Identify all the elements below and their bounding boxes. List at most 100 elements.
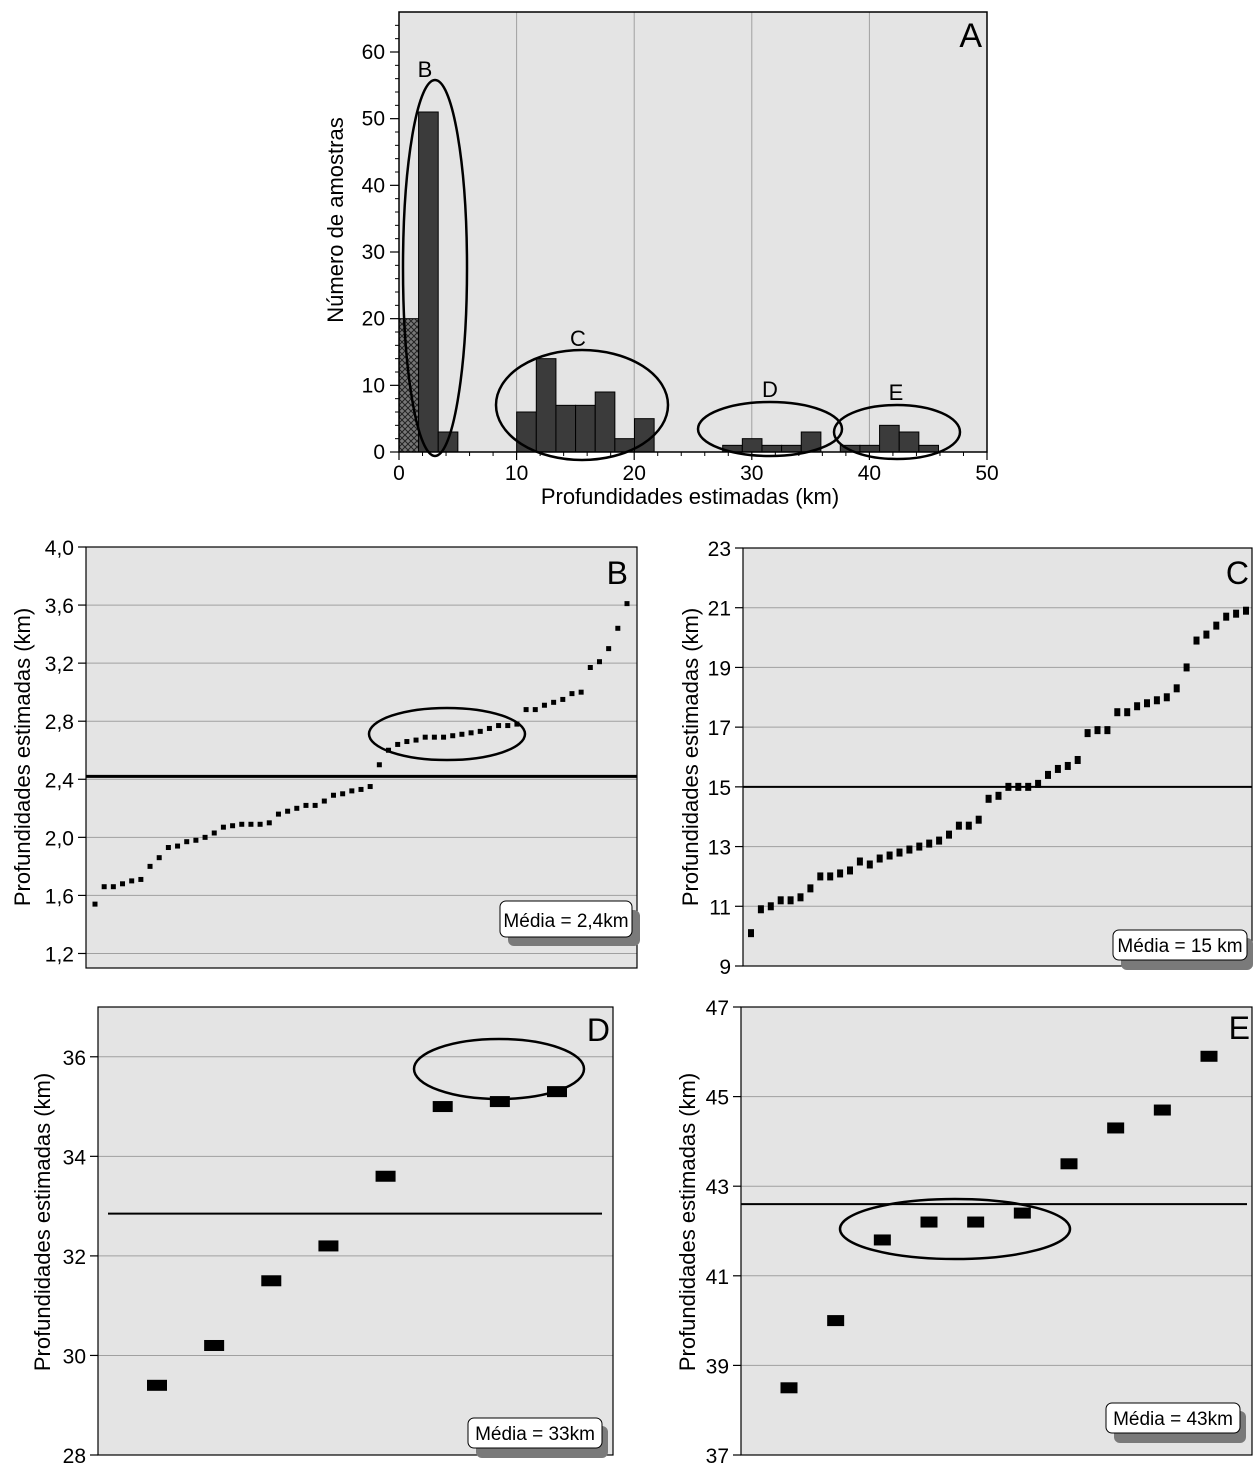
panel-a-y-tick-label: 20 bbox=[362, 308, 385, 331]
panel-c-y-tick-label: 9 bbox=[719, 956, 731, 979]
panel-b-point bbox=[486, 725, 492, 731]
panel-d-point bbox=[147, 1379, 167, 1391]
panel-b-point bbox=[92, 901, 98, 907]
panel-a-x-tick-label: 20 bbox=[623, 462, 646, 485]
panel-d-grid bbox=[98, 1056, 613, 1356]
panel-b-point bbox=[303, 802, 309, 808]
panel-d-point bbox=[204, 1339, 225, 1351]
panel-a-y-tick-label: 10 bbox=[362, 374, 385, 397]
panel-c-point bbox=[1213, 621, 1220, 630]
panel-e-y-tick-label: 41 bbox=[706, 1266, 729, 1289]
panel-a-y-tick-label: 50 bbox=[362, 108, 385, 131]
panel-e-point bbox=[873, 1234, 891, 1246]
panel-d-mean-label: Média = 33km bbox=[475, 1424, 595, 1445]
panel-d-badge bbox=[467, 1417, 603, 1449]
panel-b-point bbox=[395, 741, 401, 747]
panel-c-letter: C bbox=[1226, 555, 1249, 591]
panel-d-point bbox=[318, 1240, 339, 1252]
panel-e-point bbox=[1107, 1122, 1125, 1134]
panel-b-point bbox=[175, 843, 181, 849]
panel-e-y-tick-label: 47 bbox=[706, 997, 729, 1020]
panel-e-point bbox=[1200, 1050, 1218, 1062]
panel-b-y-tick-label: 2,0 bbox=[45, 827, 74, 850]
panel-a-bar bbox=[898, 431, 920, 453]
panel-c-point bbox=[1045, 770, 1051, 779]
panel-c-point bbox=[936, 836, 943, 845]
panel-b-y-tick-label: 4,0 bbox=[45, 537, 74, 560]
panel-a-y-tick-label: 0 bbox=[373, 441, 385, 464]
panel-b-point bbox=[330, 792, 336, 798]
panel-e-y-ticks: 37 39 41 43 45 47 bbox=[706, 997, 741, 1465]
panel-d-y-tick-label: 34 bbox=[63, 1146, 87, 1169]
panel-a-y-tick-label: 30 bbox=[362, 241, 385, 264]
panel-d-letter: D bbox=[587, 1012, 610, 1048]
panel-b: 1,2 1,6 2,0 2,4 2,8 3,2 3,6 4,0 B Profundidades… bbox=[10, 537, 640, 969]
panel-b-point bbox=[578, 689, 584, 695]
panel-b-point bbox=[120, 881, 126, 887]
panel-b-point bbox=[101, 884, 107, 890]
panel-c-point bbox=[1035, 779, 1042, 788]
panel-c-y-tick-label: 13 bbox=[708, 837, 731, 860]
panel-c-point bbox=[777, 896, 784, 905]
panel-b-point bbox=[275, 811, 281, 817]
panel-b-point bbox=[184, 839, 190, 845]
panel-b-point bbox=[193, 837, 199, 843]
panel-c-point bbox=[1054, 764, 1061, 773]
panel-c-point bbox=[1243, 606, 1249, 615]
panel-b-point bbox=[312, 802, 318, 808]
panel-c-point bbox=[767, 902, 774, 911]
panel-c-y-ticks: 9 11 13 15 17 19 21 23 bbox=[708, 538, 743, 979]
panel-a-y-tick-label: 60 bbox=[362, 41, 385, 64]
panel-b-point bbox=[110, 884, 116, 890]
panel-b-point bbox=[294, 805, 300, 811]
panel-b-plot-area bbox=[86, 547, 637, 968]
panel-c-point bbox=[916, 842, 923, 851]
panel-c-point bbox=[1163, 693, 1170, 702]
panel-d-y-tick-label: 30 bbox=[63, 1345, 86, 1368]
panel-e-y-axis-title: Profundidades estimadas (km) bbox=[675, 1073, 700, 1371]
panel-c-point bbox=[1223, 612, 1230, 621]
panel-b-point bbox=[441, 734, 447, 740]
panel-e-y-tick-label: 39 bbox=[706, 1355, 729, 1378]
panel-b-letter: B bbox=[607, 555, 628, 591]
panel-c-badge bbox=[1112, 929, 1248, 961]
panel-b-y-tick-label: 3,2 bbox=[45, 653, 74, 676]
panel-a-x-tick-label: 10 bbox=[505, 462, 528, 485]
panel-b-point bbox=[596, 659, 602, 665]
panel-b-point bbox=[285, 808, 291, 814]
panel-a-bar bbox=[859, 444, 881, 453]
panel-d: 28 30 32 34 36 D Profundidades estimadas (km… bbox=[30, 1006, 614, 1465]
panel-b-point bbox=[138, 876, 144, 882]
panel-c-point bbox=[1064, 761, 1071, 770]
panel-b-highlight-ellipse bbox=[367, 706, 527, 762]
panel-a-letter: A bbox=[959, 17, 982, 55]
panel-a-bar bbox=[918, 444, 939, 453]
panel-c-point bbox=[847, 866, 853, 875]
panel-b-point bbox=[422, 734, 428, 740]
cluster-d-ellipse bbox=[696, 400, 844, 458]
panel-e-points bbox=[780, 1050, 1218, 1394]
panel-b-grid bbox=[86, 604, 637, 954]
panel-b-y-tick-label: 1,2 bbox=[45, 943, 74, 966]
panel-d-y-tick-label: 28 bbox=[63, 1445, 86, 1465]
panel-b-point bbox=[202, 834, 208, 840]
panel-b-point bbox=[367, 784, 373, 790]
panel-c: 9 11 13 15 17 19 21 23 C Profundidades estimada… bbox=[678, 538, 1253, 979]
panel-c-point bbox=[817, 872, 824, 881]
panel-e-y-tick-label: 45 bbox=[706, 1087, 729, 1110]
cluster-e-ellipse bbox=[832, 403, 962, 461]
panel-b-point bbox=[541, 702, 547, 708]
panel-c-y-axis-title: Profundidades estimadas (km) bbox=[678, 608, 703, 906]
panel-c-point bbox=[866, 860, 873, 869]
panel-c-point bbox=[856, 857, 863, 866]
panel-d-highlight-ellipse bbox=[412, 1037, 586, 1101]
panel-c-point bbox=[827, 872, 834, 881]
cluster-b-label: B bbox=[418, 57, 433, 82]
panel-b-point bbox=[129, 878, 135, 884]
panel-c-point bbox=[906, 845, 913, 854]
panel-e-grid bbox=[741, 1096, 1252, 1366]
panel-b-point bbox=[147, 863, 153, 869]
panel-b-point bbox=[349, 788, 355, 794]
panel-c-point bbox=[896, 848, 903, 857]
panel-d-point bbox=[375, 1170, 396, 1182]
